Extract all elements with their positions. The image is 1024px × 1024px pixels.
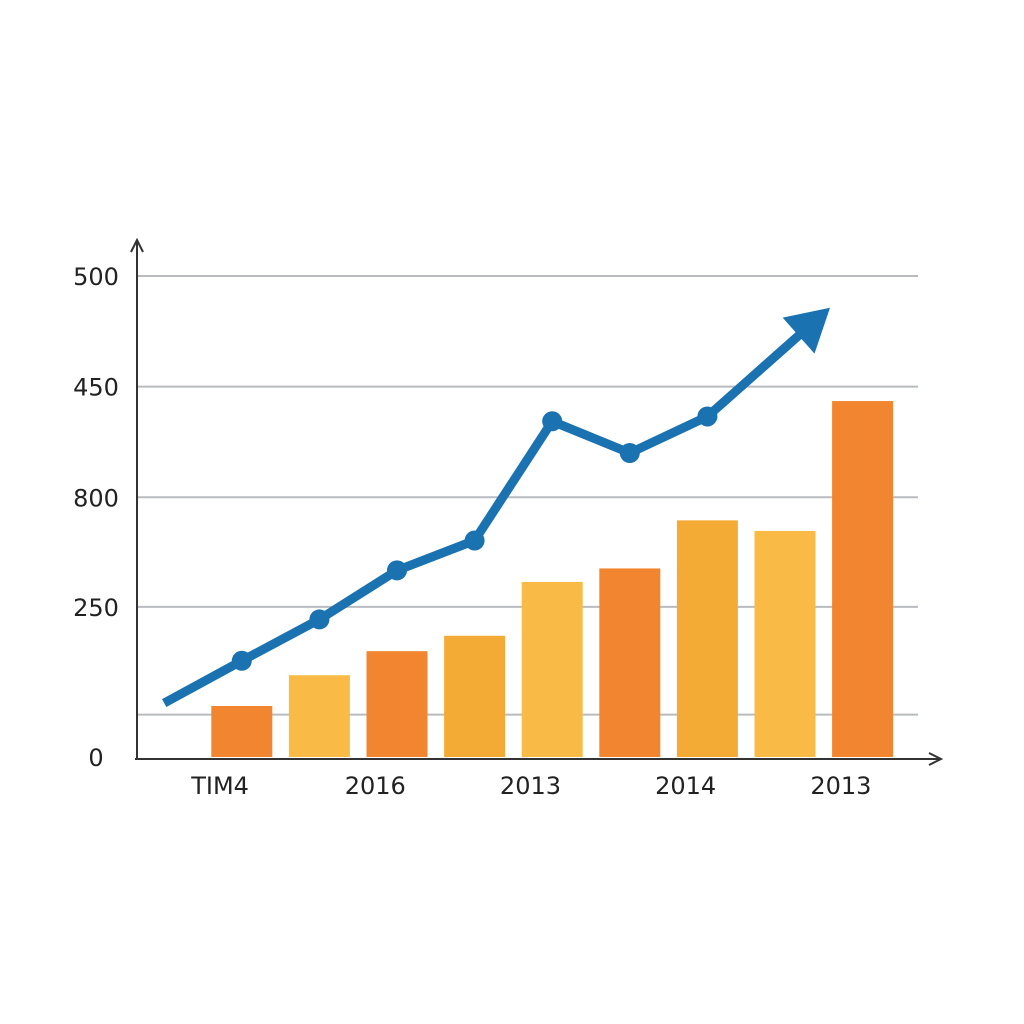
line-point: [619, 443, 640, 464]
y-tick-label: 250: [73, 594, 119, 622]
line-point: [387, 560, 407, 581]
bar: [288, 675, 350, 757]
x-tick-label: 2016: [345, 772, 406, 800]
line-point: [231, 650, 252, 671]
bar: [832, 401, 894, 757]
y-tick-label: 450: [73, 374, 119, 402]
x-axis-arrow: [928, 752, 944, 766]
x-tick-label: 2013: [500, 772, 561, 800]
bar: [599, 568, 661, 757]
bar: [754, 530, 816, 757]
y-tick-label: 800: [73, 484, 119, 512]
line-point: [542, 411, 563, 432]
x-tick-label: TIM4: [190, 772, 249, 800]
line-point: [697, 406, 718, 427]
bar: [211, 706, 273, 757]
x-tick-label: 2014: [655, 772, 716, 800]
line-point: [309, 609, 330, 630]
bar: [366, 651, 428, 757]
bar: [676, 520, 738, 757]
line-point: [464, 530, 485, 551]
line-arrowhead: [782, 307, 830, 354]
y-axis-arrow: [130, 237, 144, 253]
bar: [521, 581, 583, 757]
y-tick-label: 500: [73, 263, 119, 291]
x-tick-label: 2013: [810, 772, 871, 800]
bar: [444, 635, 506, 757]
y-tick-label: 0: [88, 744, 103, 772]
